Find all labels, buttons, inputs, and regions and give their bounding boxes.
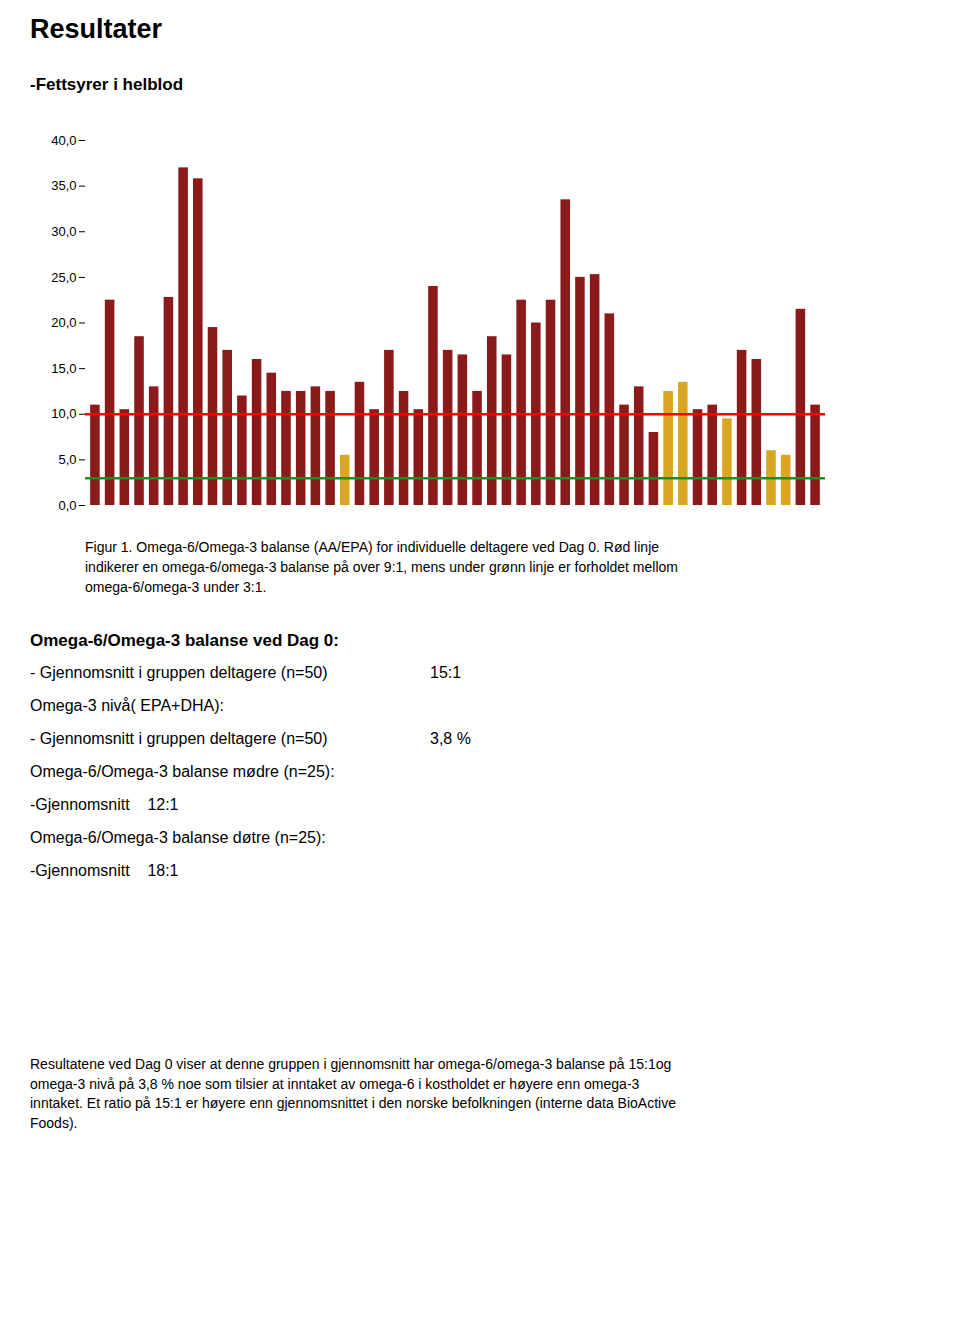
html-text:Omega-6/Omega-3 balanse ved Da: Omega-6/Omega-3 balanse ved Dag 0:: [30, 631, 339, 650]
html-text:Resultatene ved Dag 0 viser at: Resultatene ved Dag 0 viser at denne gru…: [30, 1056, 676, 1131]
html-text:-Gjennomsnitt 12:1: -Gjennomsnitt 12:1: [30, 796, 179, 813]
html-text:- Gjennomsnitt i gruppen delta: - Gjennomsnitt i gruppen deltagere (n=50…: [30, 730, 328, 747]
svg-text:15,0: 15,0: [51, 361, 76, 376]
svg-text:40,0: 40,0: [51, 133, 76, 148]
svg-text:25,0: 25,0: [51, 270, 76, 285]
html-text:- Gjennomsnitt i gruppen delta: - Gjennomsnitt i gruppen deltagere (n=50…: [30, 664, 328, 681]
html-text:15:1: 15:1: [430, 664, 462, 681]
svg-text:0,0: 0,0: [58, 498, 76, 513]
html-text:Omega-6/Omega-3 balanse døtre: Omega-6/Omega-3 balanse døtre (n=25):: [30, 829, 326, 846]
svg-text:10,0: 10,0: [51, 406, 76, 421]
html-text:3,8 %: 3,8 %: [430, 730, 471, 747]
svg-text:5,0: 5,0: [58, 452, 76, 467]
html-text:-Fettsyrer i helblod: -Fettsyrer i helblod: [30, 75, 183, 94]
html-text:Resultater: Resultater: [30, 14, 162, 44]
html-text:Figur 1. Omega-6/Omega-3 balan: Figur 1. Omega-6/Omega-3 balanse (AA/EPA…: [85, 539, 659, 555]
svg-text:30,0: 30,0: [51, 224, 76, 239]
svg-text:35,0: 35,0: [51, 178, 76, 193]
html-text:-Gjennomsnitt 18:1: -Gjennomsnitt 18:1: [30, 862, 179, 879]
svg-text:20,0: 20,0: [51, 315, 76, 330]
html-text:Omega-6/Omega-3 balanse mødre: Omega-6/Omega-3 balanse mødre (n=25):: [30, 763, 335, 780]
html-text:omega-6/omega-3 under 3:1.: omega-6/omega-3 under 3:1.: [85, 579, 267, 595]
html-text:indikerer en omega-6/omega-3 b: indikerer en omega-6/omega-3 balanse på …: [85, 559, 678, 575]
html-text:Omega-3 nivå( EPA+DHA):: Omega-3 nivå( EPA+DHA):: [30, 697, 224, 714]
